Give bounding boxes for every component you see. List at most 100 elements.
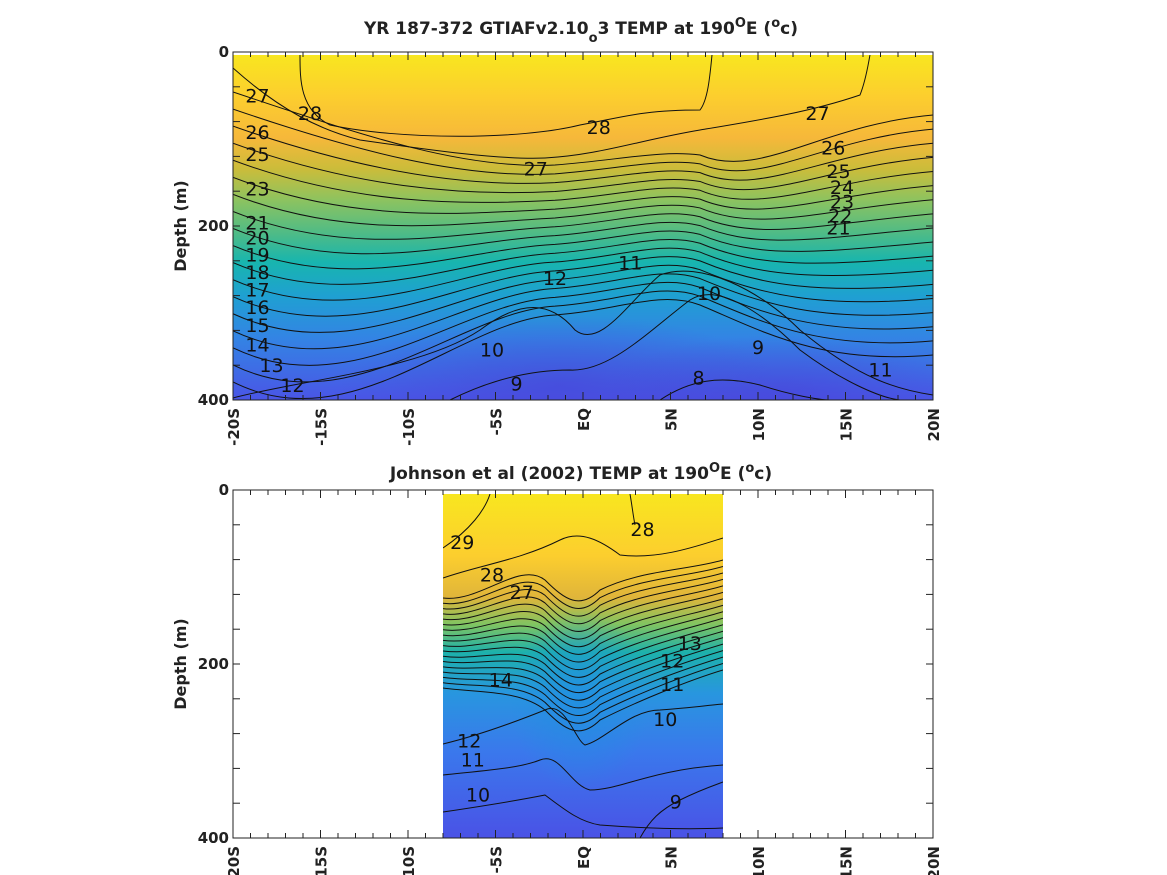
panel2-axes: -20S -15S -10S -5S EQ 5N 10N 15N 20N 0 200 400	[198, 481, 943, 875]
contour-line	[233, 108, 933, 175]
contour-line	[443, 494, 491, 549]
contour-label: 11	[868, 360, 892, 382]
contour-line	[449, 294, 901, 400]
contour-line	[233, 256, 933, 317]
y-tick-label: 200	[198, 655, 229, 673]
contour-line	[443, 585, 723, 632]
contour-line	[233, 193, 933, 227]
contour-label: 23	[245, 179, 269, 201]
x-tick-label: 10N	[750, 408, 768, 441]
x-tick-label: -20S	[225, 846, 243, 875]
contour-label: 28	[630, 519, 654, 541]
y-tick-label: 400	[198, 829, 229, 847]
contour-label: 28	[587, 117, 611, 139]
y-tick-label: 400	[198, 391, 229, 409]
contour-label: 27	[510, 582, 534, 604]
contour-line	[443, 637, 723, 694]
contour-line	[443, 656, 723, 716]
x-tick-label: -10S	[400, 846, 418, 875]
contour-label: 12	[280, 375, 304, 397]
contour-line	[443, 650, 723, 709]
contour-line	[443, 669, 723, 732]
x-tick-label: EQ	[575, 846, 593, 869]
contour-line	[443, 624, 723, 678]
contour-label: 10	[466, 785, 490, 807]
contour-label: 21	[826, 218, 850, 240]
contour-line	[639, 781, 723, 838]
contour-line	[443, 598, 723, 648]
contour-line	[443, 611, 723, 663]
contour-label: 27	[245, 86, 269, 108]
contour-label: 28	[480, 564, 504, 586]
contour-label: 16	[245, 297, 269, 319]
x-tick-label: 20N	[925, 408, 943, 441]
contour-label: 11	[461, 750, 485, 772]
contour-label: 26	[245, 122, 269, 144]
contour-label: 25	[826, 161, 850, 183]
contour-line	[443, 663, 723, 724]
contour-label: 13	[678, 633, 702, 655]
y-tick-label: 0	[219, 481, 229, 499]
x-tick-label: 15N	[838, 846, 856, 875]
contour-line	[233, 176, 933, 214]
contour-line	[299, 55, 713, 137]
contour-line	[443, 758, 723, 791]
contour-label: 24	[830, 177, 854, 199]
panel2-field	[443, 494, 723, 838]
contour-label: 12	[543, 268, 567, 290]
contour-line	[443, 559, 723, 602]
contour-line	[443, 794, 723, 830]
contour-line	[443, 578, 723, 625]
contour-label: 18	[245, 262, 269, 284]
contour-line	[233, 239, 933, 285]
contour-line	[443, 630, 723, 686]
contour-label: 12	[457, 731, 481, 753]
contour-label: 9	[670, 791, 682, 813]
contour-label: 13	[259, 355, 283, 377]
panel1-field	[233, 55, 933, 400]
contour-label: 19	[245, 245, 269, 267]
contour-line	[233, 290, 933, 383]
contour-line	[443, 703, 723, 746]
x-tick-label: EQ	[575, 408, 593, 431]
contour-line	[443, 617, 723, 671]
contour-line	[443, 604, 723, 655]
contour-line	[233, 91, 933, 166]
panel1-axes: -20S -15S -10S -5S EQ 5N 10N 15N 20N 0 200 400	[198, 43, 943, 446]
contour-label: 14	[489, 670, 513, 692]
contour-label: 10	[653, 709, 677, 731]
contour-label: 10	[480, 340, 504, 362]
x-tick-label: 5N	[663, 408, 681, 431]
contour-line	[233, 264, 933, 333]
panel1-title: YR 187-372 GTIAFv2.10o3 TEMP at 190OE (o…	[363, 16, 798, 46]
contour-label: 8	[692, 367, 704, 389]
contour-line	[233, 230, 933, 270]
y-tick-label: 0	[219, 43, 229, 61]
contour-label: 10	[697, 283, 721, 305]
x-tick-label: -20S	[225, 408, 243, 446]
x-tick-label: -5S	[488, 408, 506, 435]
contour-label: 15	[245, 315, 269, 337]
contour-label: 27	[524, 159, 548, 181]
contour-line	[233, 247, 933, 301]
contour-line	[233, 159, 933, 203]
panel2-title: Johnson et al (2002) TEMP at 190OE (oc)	[389, 461, 772, 484]
contour-line	[659, 379, 831, 400]
x-tick-label: -15S	[313, 408, 331, 446]
panel2-contour-lines	[443, 494, 723, 838]
contour-line	[233, 221, 933, 255]
x-tick-label: -10S	[400, 408, 418, 446]
contour-label: 29	[450, 532, 474, 554]
y-tick-label: 200	[198, 217, 229, 235]
contour-label: 23	[830, 192, 854, 214]
contour-label: 17	[245, 280, 269, 302]
contour-line	[443, 643, 723, 701]
contour-line	[233, 210, 933, 240]
contour-line	[443, 591, 723, 640]
contour-label: 28	[298, 103, 322, 125]
contour-line	[233, 299, 933, 400]
x-tick-label: -5S	[488, 846, 506, 873]
